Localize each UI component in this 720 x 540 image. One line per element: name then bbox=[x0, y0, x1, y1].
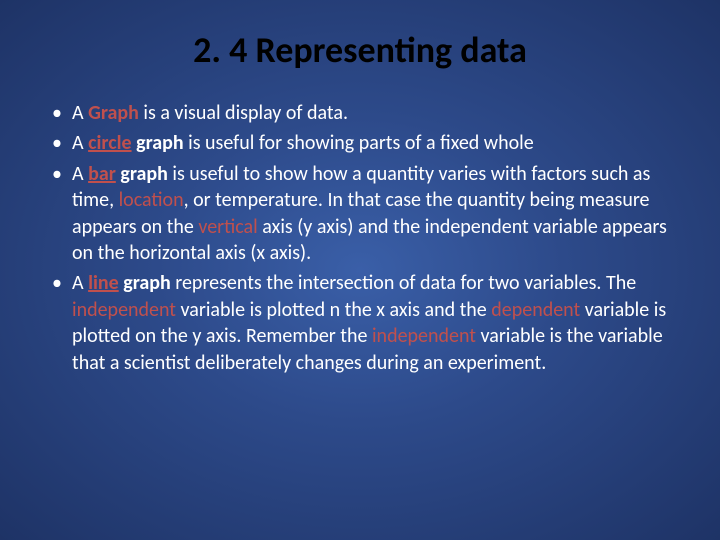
text: is useful for showing parts of a fixed w… bbox=[184, 131, 534, 155]
list-item: A bar graph is useful to show how a quan… bbox=[48, 161, 672, 267]
list-item: A circle graph is useful for showing par… bbox=[48, 130, 672, 156]
text: A bbox=[72, 162, 88, 186]
list-item: A Graph is a visual display of data. bbox=[48, 100, 672, 126]
slide-title: 2. 4 Representing data bbox=[48, 28, 672, 72]
bullet-list: A Graph is a visual display of data. A c… bbox=[48, 100, 672, 376]
keyword-bar: bar bbox=[88, 162, 116, 186]
text: A bbox=[72, 101, 88, 125]
keyword-graph: graph bbox=[136, 131, 184, 155]
text: represents the intersection of data for … bbox=[171, 271, 636, 295]
keyword-line: line bbox=[88, 271, 119, 295]
keyword-location: location bbox=[119, 188, 184, 212]
keyword-graph: graph bbox=[123, 271, 171, 295]
text: is a visual display of data. bbox=[139, 101, 348, 125]
text: variable is plotted n the x axis and the bbox=[176, 298, 491, 322]
keyword-graph: graph bbox=[120, 162, 168, 186]
keyword-dependent: dependent bbox=[491, 298, 580, 322]
text: A bbox=[72, 271, 88, 295]
keyword-vertical: vertical bbox=[198, 215, 257, 239]
keyword-graph: Graph bbox=[88, 101, 139, 125]
text: A bbox=[72, 131, 88, 155]
keyword-independent: independent bbox=[372, 324, 476, 348]
keyword-independent: independent bbox=[72, 298, 176, 322]
keyword-circle: circle bbox=[88, 131, 131, 155]
list-item: A line graph represents the intersection… bbox=[48, 270, 672, 376]
slide: 2. 4 Representing data A Graph is a visu… bbox=[0, 0, 720, 540]
